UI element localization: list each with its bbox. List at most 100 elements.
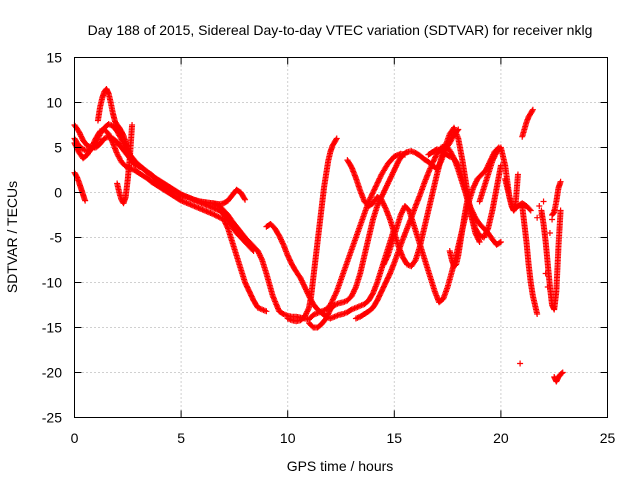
data-point — [211, 211, 218, 218]
data-point — [372, 183, 379, 190]
data-point — [376, 175, 383, 182]
series-arc-5 — [94, 86, 172, 193]
series-scatter — [517, 198, 558, 367]
data-point — [305, 305, 312, 312]
data-point — [557, 178, 564, 185]
x-axis-label: GPS time / hours — [287, 458, 394, 474]
data-point — [465, 189, 472, 196]
x-tick-label: 10 — [280, 430, 296, 446]
data-point — [224, 224, 231, 231]
series-arc-14 — [425, 146, 504, 241]
data-point — [242, 196, 249, 203]
data-point — [165, 186, 172, 193]
y-tick-label: -5 — [50, 230, 63, 246]
series-arc-6 — [114, 122, 136, 207]
data-point — [526, 206, 533, 213]
series-arc-21 — [549, 178, 564, 218]
data-point — [218, 215, 225, 222]
data-point — [476, 239, 483, 245]
data-point — [371, 186, 378, 193]
data-point — [368, 191, 375, 198]
data-point — [514, 171, 521, 178]
data-point — [366, 195, 373, 202]
y-tick-labels: -25 -20 -15 -10 -5 0 5 10 15 — [42, 50, 62, 426]
data-point — [369, 190, 376, 197]
series-arc-17 — [502, 171, 521, 214]
data-point — [551, 207, 558, 214]
data-point — [332, 291, 339, 298]
x-tick-label: 5 — [177, 430, 185, 446]
data-points — [71, 86, 566, 385]
data-point — [370, 189, 377, 196]
data-point — [454, 161, 461, 168]
y-tick-label: -25 — [42, 410, 62, 426]
data-point — [496, 239, 503, 246]
series-arc-19 — [519, 106, 536, 140]
data-point — [484, 226, 491, 233]
data-point — [411, 258, 418, 265]
axis-ticks — [74, 57, 608, 418]
y-tick-label: -20 — [42, 365, 62, 381]
data-point — [544, 284, 551, 290]
series-arc-22 — [551, 369, 566, 385]
data-point — [352, 285, 359, 292]
data-point — [331, 293, 338, 300]
data-point — [215, 213, 222, 220]
y-tick-label: 5 — [54, 140, 62, 156]
data-point — [382, 204, 389, 211]
x-tick-label: 25 — [600, 430, 616, 446]
data-point — [333, 289, 340, 296]
data-point — [558, 370, 565, 377]
data-point — [529, 107, 536, 114]
data-point — [367, 194, 374, 201]
data-point — [329, 296, 336, 303]
chart-title: Day 188 of 2015, Sidereal Day-to-day VTE… — [88, 22, 593, 38]
data-point — [210, 211, 217, 218]
y-tick-label: 15 — [46, 50, 62, 66]
data-point — [214, 213, 221, 220]
data-point — [546, 230, 553, 236]
data-point — [540, 198, 547, 205]
data-point — [366, 197, 373, 204]
data-point — [263, 308, 270, 315]
x-tick-labels: 0 5 10 15 20 25 — [71, 430, 616, 446]
data-point — [374, 180, 381, 187]
data-point — [129, 122, 136, 128]
data-point — [82, 197, 89, 204]
data-point — [258, 255, 265, 262]
data-point — [333, 136, 340, 143]
data-point — [330, 295, 337, 302]
data-point — [536, 203, 543, 209]
data-point — [497, 239, 504, 245]
data-point — [559, 369, 566, 376]
data-point — [212, 212, 219, 219]
data-point — [374, 179, 381, 186]
data-point — [109, 138, 116, 145]
data-point — [370, 187, 377, 194]
data-point — [375, 178, 382, 185]
data-point — [216, 214, 223, 221]
data-point — [331, 292, 338, 299]
y-axis-label: SDTVAR / TECUs — [4, 181, 20, 293]
y-tick-label: 0 — [54, 185, 62, 201]
data-point — [241, 195, 248, 202]
y-tick-label: -10 — [42, 275, 62, 291]
data-point — [517, 360, 524, 367]
data-point — [384, 253, 391, 260]
data-point — [375, 176, 382, 183]
data-point — [368, 193, 375, 200]
data-point — [529, 106, 536, 113]
data-point — [279, 240, 286, 247]
x-tick-label: 15 — [387, 430, 403, 446]
series-arc-20 — [538, 207, 564, 313]
x-tick-label: 0 — [71, 430, 79, 446]
data-point — [534, 214, 541, 221]
data-point — [542, 270, 549, 277]
data-point — [527, 207, 534, 214]
data-point — [329, 297, 336, 304]
data-point — [549, 216, 556, 223]
data-point — [373, 182, 380, 189]
series-arc-18 — [519, 203, 541, 317]
series-arc-9 — [284, 135, 340, 325]
